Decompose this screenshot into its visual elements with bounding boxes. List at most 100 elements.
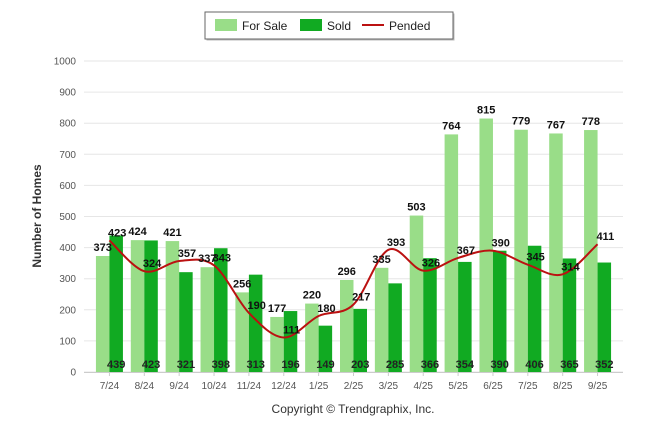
bar-sold [179,272,193,372]
x-tick-label: 9/25 [588,381,608,392]
label-for-sale: 337 [198,253,216,265]
x-tick-label: 10/24 [202,381,227,392]
bar-sold [283,311,298,372]
label-for-sale: 177 [268,303,286,315]
label-for-sale: 296 [338,266,356,278]
label-for-sale: 503 [407,202,425,214]
y-tick-label: 800 [59,119,76,130]
label-sold: 196 [281,359,299,371]
label-pended: 357 [178,248,196,260]
x-tick-label: 8/24 [135,381,155,392]
bar-for-sale [130,240,145,372]
y-tick-label: 600 [59,181,76,192]
label-pended: 180 [317,303,335,315]
bar-layer [95,118,612,372]
bar-sold [318,325,333,372]
y-tick-label: 900 [59,88,76,99]
x-tick-label: 8/25 [553,381,573,392]
label-sold: 313 [246,359,264,371]
legend[interactable]: For Sale Sold Pended [204,11,455,41]
bar-sold [248,274,263,372]
bar-sold [388,283,402,372]
label-sold: 321 [177,359,195,371]
x-tick-label: 6/25 [483,381,503,392]
label-for-sale: 424 [128,226,147,238]
bar-sold [144,240,158,372]
x-tick-label: 7/25 [518,381,538,392]
bar-sold [597,262,612,372]
x-tick-label: 7/24 [100,381,120,392]
label-pended: 314 [561,261,580,273]
label-for-sale: 764 [442,120,461,132]
label-sold: 398 [212,359,230,371]
label-sold: 354 [456,359,475,371]
pended-line [108,239,599,339]
bar-sold [562,258,577,372]
label-pended: 343 [213,252,231,264]
y-axis-title: Number of Homes [30,164,44,268]
label-sold: 390 [491,359,509,371]
legend-label-for-sale: For Sale [242,19,288,33]
legend-box [204,11,454,40]
label-sold: 352 [595,359,613,371]
bar-sold [458,261,472,372]
label-for-sale: 815 [477,105,495,117]
bar-for-sale [374,267,389,372]
x-tick-label: 2/25 [344,381,364,392]
label-for-sale: 778 [582,116,600,128]
label-pended: 367 [457,245,475,257]
y-tick-label: 1000 [54,57,77,68]
y-tick-label: 300 [59,274,76,285]
bar-for-sale [549,133,563,372]
legend-swatch-for-sale [215,19,237,31]
label-pended: 326 [422,258,440,270]
legend-swatch-sold [300,19,322,31]
label-pended: 393 [387,237,405,249]
label-pended: 217 [352,292,370,304]
label-sold: 365 [560,359,578,371]
x-tick-label: 1/25 [309,381,329,392]
label-for-sale: 767 [547,119,565,131]
label-sold: 406 [525,359,543,371]
line-layer [108,239,599,339]
bar-for-sale [200,267,215,372]
bar-sold [109,235,123,372]
x-tick-label: 4/25 [413,381,433,392]
bar-sold [492,250,507,372]
label-sold: 149 [316,359,334,371]
label-sold: 439 [107,359,125,371]
label-for-sale: 335 [372,254,390,266]
bar-sold [527,245,542,372]
label-pended: 190 [247,300,265,312]
bar-for-sale [270,316,284,372]
y-tick-label: 500 [59,212,76,223]
bar-for-sale [479,118,493,372]
label-pended: 411 [596,231,614,243]
x-tick-label: 3/25 [379,381,399,392]
bar-for-sale [95,255,110,372]
bar-for-sale [165,241,180,372]
copyright-text: Copyright © Trendgraphix, Inc. [272,402,435,416]
y-tick-label: 400 [59,243,76,254]
label-pended: 111 [283,324,300,336]
axis-layer: 0 100 200 300 400 500 600 700 800 900 1000 7/24 8/24… [54,57,623,392]
label-sold: 203 [351,359,369,371]
y-tick-label: 700 [59,150,76,161]
label-for-sale: 220 [303,290,321,302]
label-for-sale: 256 [233,278,251,290]
bar-for-sale [340,279,354,372]
y-tick-label: 200 [59,305,76,316]
label-pended: 390 [492,238,510,250]
label-pended: 324 [143,258,162,270]
bar-for-sale [235,292,249,372]
bar-for-sale [409,215,424,372]
x-tick-label: 9/24 [169,381,189,392]
bar-sold [353,308,367,372]
label-sold: 366 [421,359,439,371]
bar-for-sale [305,303,319,372]
bar-sold [423,258,437,372]
label-sold: 285 [386,359,404,371]
